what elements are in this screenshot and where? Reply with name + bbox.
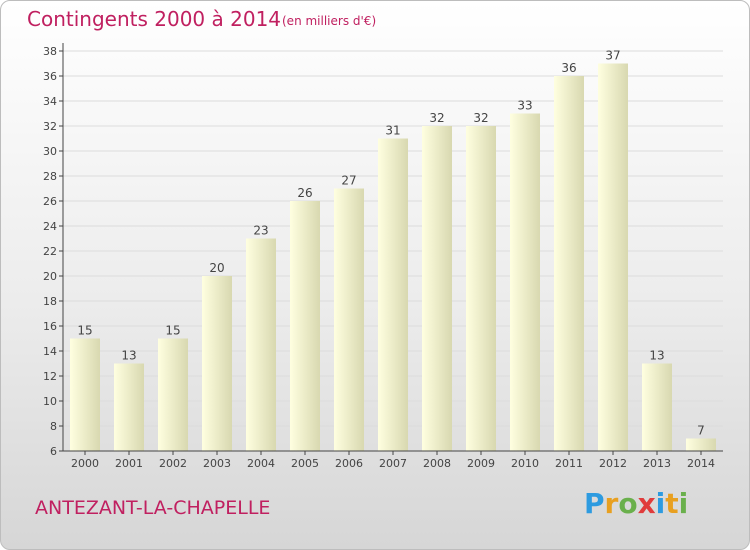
logo-letter: i <box>655 487 666 520</box>
bar-value-label: 32 <box>429 111 444 125</box>
y-tick-label: 32 <box>43 120 57 133</box>
x-tick-label: 2006 <box>335 457 363 470</box>
bar-value-label: 20 <box>209 261 224 275</box>
logo-letter: i <box>678 487 689 520</box>
bar-value-label: 31 <box>385 124 400 138</box>
bar-value-label: 7 <box>697 424 705 438</box>
bar <box>114 363 144 451</box>
x-tick-label: 2011 <box>555 457 583 470</box>
bar <box>422 126 452 451</box>
bar-value-label: 32 <box>473 111 488 125</box>
chart-title: Contingents 2000 à 2014 <box>27 7 282 31</box>
bar <box>378 138 408 451</box>
x-tick-label: 2010 <box>511 457 539 470</box>
bar <box>642 363 672 451</box>
bar-value-label: 15 <box>165 324 180 338</box>
logo-letter: x <box>637 487 656 520</box>
y-tick-label: 26 <box>43 195 57 208</box>
bar <box>686 438 716 451</box>
bar <box>334 188 364 451</box>
bar <box>202 276 232 451</box>
y-tick-label: 22 <box>43 245 57 258</box>
x-tick-label: 2003 <box>203 457 231 470</box>
bar <box>290 201 320 451</box>
y-tick-label: 30 <box>43 145 57 158</box>
bar-value-label: 26 <box>297 186 312 200</box>
y-tick-label: 38 <box>43 45 57 58</box>
y-tick-label: 16 <box>43 320 57 333</box>
x-tick-label: 2000 <box>71 457 99 470</box>
logo-letter: o <box>618 487 638 520</box>
x-tick-label: 2002 <box>159 457 187 470</box>
bar-value-label: 33 <box>517 99 532 113</box>
chart-unit: (en milliers d'€) <box>282 14 377 28</box>
y-tick-label: 28 <box>43 170 57 183</box>
bar-value-label: 15 <box>77 324 92 338</box>
x-tick-label: 2014 <box>687 457 715 470</box>
bar-value-label: 37 <box>605 49 620 63</box>
y-tick-label: 8 <box>50 420 57 433</box>
bar <box>70 338 100 451</box>
logo-letter: r <box>604 487 619 520</box>
bar-value-label: 23 <box>253 224 268 238</box>
bar <box>510 113 540 451</box>
bar-value-label: 27 <box>341 174 356 188</box>
bar-value-label: 13 <box>649 349 664 363</box>
y-tick-label: 34 <box>43 95 57 108</box>
x-tick-label: 2008 <box>423 457 451 470</box>
y-tick-label: 10 <box>43 395 57 408</box>
y-tick-label: 20 <box>43 270 57 283</box>
x-tick-label: 2013 <box>643 457 671 470</box>
x-tick-label: 2004 <box>247 457 275 470</box>
bar <box>598 63 628 451</box>
y-tick-label: 36 <box>43 70 57 83</box>
x-tick-label: 2005 <box>291 457 319 470</box>
location-name: ANTEZANT-LA-CHAPELLE <box>35 497 271 519</box>
bar <box>246 238 276 451</box>
x-tick-label: 2007 <box>379 457 407 470</box>
logo-letter: t <box>665 487 679 520</box>
y-tick-label: 14 <box>43 345 57 358</box>
y-tick-label: 12 <box>43 370 57 383</box>
bar-value-label: 13 <box>121 349 136 363</box>
bar-value-label: 36 <box>561 61 576 75</box>
proxiti-logo: Proxiti <box>584 487 688 520</box>
logo-letter: P <box>584 487 605 520</box>
bar <box>554 76 584 451</box>
x-tick-label: 2001 <box>115 457 143 470</box>
x-tick-label: 2012 <box>599 457 627 470</box>
y-tick-label: 24 <box>43 220 57 233</box>
x-tick-label: 2009 <box>467 457 495 470</box>
bar <box>466 126 496 451</box>
y-tick-label: 6 <box>50 445 57 458</box>
y-tick-label: 18 <box>43 295 57 308</box>
bar <box>158 338 188 451</box>
